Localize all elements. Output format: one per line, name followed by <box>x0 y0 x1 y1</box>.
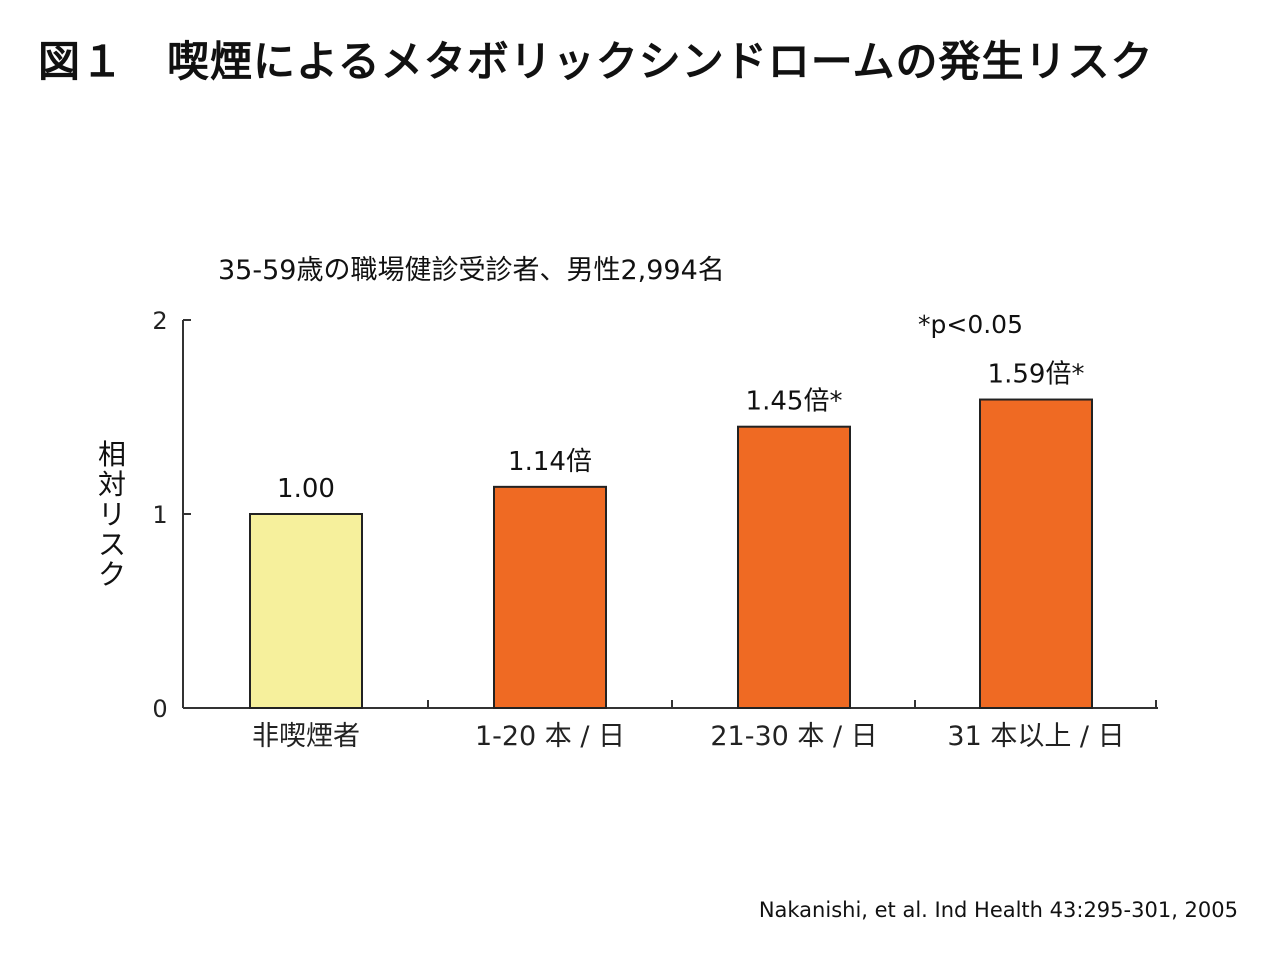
y-tick-label: 1 <box>152 501 167 529</box>
significance-note: *p<0.05 <box>918 310 1023 339</box>
bar <box>979 398 1093 709</box>
y-axis-label: 相対リスク <box>97 438 126 591</box>
y-tick-label: 0 <box>152 695 167 723</box>
bar-value-label: 1.14倍 <box>508 447 592 477</box>
x-category-label: 1-20 本 / 日 <box>475 721 625 752</box>
source-citation: Nakanishi, et al. Ind Health 43:295-301,… <box>758 898 1238 922</box>
bar <box>493 485 607 709</box>
page-title: 図１ 喫煙によるメタボリックシンドロームの発生リスク <box>38 37 1154 86</box>
bar <box>249 513 363 709</box>
bar-value-label: 1.59倍* <box>988 360 1085 390</box>
x-category-label: 31 本以上 / 日 <box>947 721 1124 752</box>
y-tick-label: 2 <box>152 307 167 335</box>
bar-value-label: 1.00 <box>277 474 335 504</box>
bar-value-label: 1.45倍* <box>746 387 843 417</box>
x-category-label: 21-30 本 / 日 <box>710 721 877 752</box>
x-category-label: 非喫煙者 <box>252 721 360 752</box>
bar <box>737 425 851 709</box>
chart-subtitle: 35-59歳の職場健診受診者、男性2,994名 <box>218 255 725 286</box>
